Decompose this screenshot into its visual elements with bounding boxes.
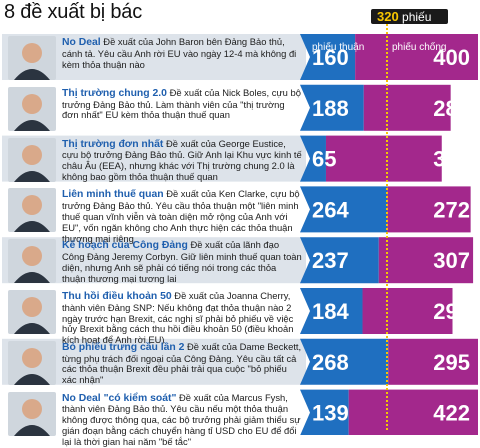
for-value-label: 65 — [312, 147, 336, 172]
portrait-icon — [8, 137, 56, 182]
proposal-name: No Deal "có kiểm soát" — [62, 392, 177, 404]
for-bar — [300, 84, 364, 131]
proposal-description: Đề xuất của Joanna Cherry, thành viên Đả… — [62, 290, 294, 346]
for-value-label: 188 — [312, 96, 349, 121]
for-value-label: 184 — [312, 299, 349, 324]
against-value-label: 293 — [433, 299, 470, 324]
portrait-icon — [8, 391, 56, 436]
proposal-name: Thu hồi điều khoản 50 — [62, 291, 172, 302]
proposal-name: No Deal — [62, 37, 101, 48]
proposal-description: Đề xuất của John Baron bên Đảng Bảo thủ,… — [62, 36, 297, 70]
against-header-label: phiếu chống — [392, 41, 447, 53]
proposal-text: Thu hồi điều khoản 50 Đề xuất của Joanna… — [62, 290, 302, 346]
portrait-icon — [8, 188, 56, 233]
against-value-label: 272 — [433, 197, 470, 222]
portrait-icon — [8, 340, 56, 385]
proposal-text: Thị trường chung 2.0 Đề xuất của Nick Bo… — [62, 86, 302, 121]
against-bar — [355, 34, 478, 80]
for-bar — [300, 389, 349, 435]
proposal-text: No Deal Đề xuất của John Baron bên Đảng … — [62, 36, 302, 70]
proposal-text: Kế hoạch của Công Đảng Đề xuất của lãnh … — [62, 239, 302, 284]
for-value-label: 160 — [312, 45, 349, 70]
for-value-label: 268 — [312, 350, 349, 375]
chart-title: 8 đề xuất bị bác — [4, 1, 142, 24]
proposal-description: Đề xuất của Dame Beckett, từng phụ trách… — [62, 340, 302, 386]
proposal-description: Đề xuất của Nick Boles, cựu bộ trưởng Đả… — [62, 86, 301, 121]
threshold-line — [386, 24, 388, 430]
against-bar — [378, 237, 474, 284]
threshold-unit: phiếu — [402, 10, 432, 24]
portrait-icon — [8, 239, 56, 284]
proposal-name: Kế hoạch của Công Đảng — [62, 240, 188, 252]
proposal-text: Liên minh thuế quan Đề xuất của Ken Clar… — [62, 188, 302, 244]
threshold-value: 320 — [377, 9, 399, 24]
against-value-label: 377 — [433, 147, 470, 172]
for-bar — [300, 338, 389, 385]
against-value-label: 307 — [433, 248, 470, 273]
against-bar — [348, 389, 478, 435]
proposal-name: Liên minh thuế quan — [62, 189, 164, 201]
against-bar — [388, 338, 478, 385]
against-bar — [387, 186, 471, 233]
proposal-description: Đề xuất của George Eustice, cựu bộ trưởn… — [62, 137, 302, 182]
against-value-label: 422 — [433, 401, 470, 426]
proposal-description: Đề xuất của Ken Clarke, cựu bộ trưởng Đả… — [62, 188, 300, 244]
proposal-name: Thị trường đơn nhất — [62, 138, 164, 150]
for-header-label: phiếu thuận — [312, 41, 364, 53]
for-value-label: 237 — [312, 248, 349, 273]
proposal-text: No Deal "có kiểm soát" Đề xuất của Marcu… — [62, 392, 302, 448]
threshold-badge: 320 phiếu — [371, 9, 448, 24]
portrait-icon — [8, 290, 56, 334]
against-bar — [363, 84, 451, 131]
for-bar — [300, 288, 363, 334]
against-value-label: 283 — [433, 96, 470, 121]
against-bar — [325, 135, 442, 182]
proposal-name: Bỏ phiếu trưng cầu lần 2 — [62, 341, 185, 353]
for-value-label: 264 — [312, 197, 349, 222]
for-value-label: 139 — [312, 401, 349, 426]
for-bar — [300, 237, 379, 284]
against-value-label: 400 — [433, 45, 470, 70]
portrait-icon — [8, 86, 56, 131]
proposal-text: Thị trường đơn nhất Đề xuất của George E… — [62, 137, 302, 183]
for-bar — [300, 34, 356, 80]
for-bar — [300, 135, 326, 182]
chart-title-text: 8 đề xuất bị bác — [4, 1, 143, 23]
against-value-label: 295 — [433, 350, 470, 375]
against-bar — [362, 288, 453, 334]
proposal-name: Thị trường chung 2.0 — [62, 87, 167, 99]
proposal-text: Bỏ phiếu trưng cầu lần 2 Đề xuất của Dam… — [62, 340, 302, 386]
portrait-icon — [8, 36, 56, 80]
for-bar — [300, 186, 388, 233]
proposal-description: Đề xuất của lãnh đạo Công Đảng Jeremy Co… — [62, 239, 302, 284]
